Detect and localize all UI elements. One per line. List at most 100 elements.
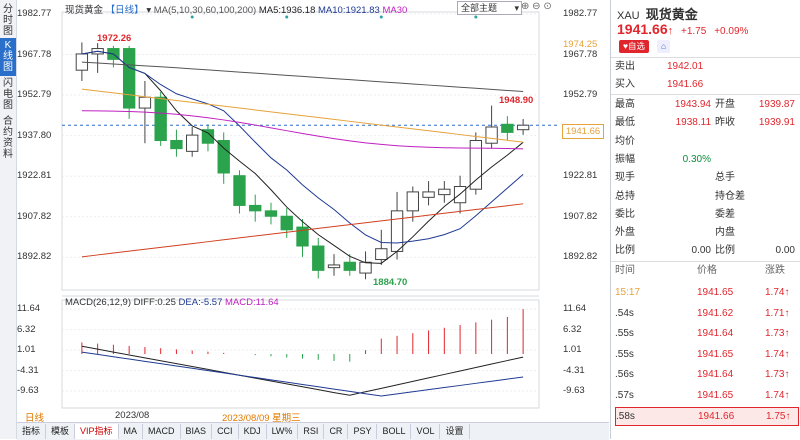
theme-select[interactable]: 全部主题 ▾ [457, 1, 522, 15]
indicator-tab[interactable]: BIAS [181, 424, 213, 439]
stat-row: 比例 0.00 比例 0.00 [615, 242, 797, 259]
tick-price: 1941.62 [697, 307, 734, 319]
tick-row: .55s 1941.65 1.74↑ [615, 346, 797, 363]
macd-axis-left-label: 6.32 [17, 323, 36, 335]
add-watch-button[interactable]: ♥自选 [619, 40, 650, 53]
candle-body [264, 210, 278, 217]
macd-diff-line [81, 345, 524, 396]
stat-row: 均价 [615, 133, 797, 150]
ma30-line [81, 110, 524, 150]
candle-body [501, 123, 514, 133]
price-change: +1.75 [681, 26, 707, 37]
price-axis-right-label: 1952.79 [563, 89, 598, 101]
cursor-date: 2023/08/09 星期三 [222, 413, 301, 424]
candle-body [233, 175, 246, 206]
indicator-tab[interactable]: LW% [267, 424, 299, 439]
alert-button[interactable]: ⌂ [657, 40, 671, 53]
tick-row: 15:17 1941.65 1.74↑ [615, 284, 797, 301]
stat-label: 比例 [715, 245, 735, 257]
tab-timeshare[interactable]: 分时图 [0, 2, 16, 38]
period-label: 【日线】 [105, 5, 144, 16]
indicator-toolbar: 指标 模板 VIP指标 MA MACD BIAS CCI KDJ LW% RSI CR PSY BOLL… [17, 422, 609, 440]
add-watch-label: 自选 [628, 41, 646, 51]
stat-value: 1939.87 [758, 99, 795, 110]
indicator-tab[interactable]: MACD [143, 424, 181, 439]
stat-label: 最高 [615, 99, 635, 110]
bell-icon: ⌂ [661, 41, 667, 51]
recent-high-annotation: 1948.90 [499, 95, 534, 106]
candle-body [296, 226, 309, 247]
ma-params: MA(5,10,30,60,100,200) [153, 5, 257, 16]
last-price: 1941.66↑ +1.75 +0.09% [617, 21, 748, 37]
tab-kline[interactable]: K线图 [0, 38, 16, 76]
price-axis-left-label: 1922.81 [17, 170, 52, 182]
tick-change: 1.74↑ [765, 287, 790, 298]
candle-body [122, 48, 136, 109]
stat-label: 持仓差 [715, 190, 745, 202]
stat-row: 外盘 内盘 [615, 224, 797, 241]
stat-label: 现手 [615, 172, 635, 184]
candle-body [469, 140, 483, 190]
month-label: 2023/08 [115, 410, 150, 421]
tick-time: .55s [615, 348, 634, 360]
tick-change: 1.74↑ [765, 348, 790, 360]
indicator-tab[interactable]: VIP指标 [75, 424, 119, 439]
stat-row: 振幅 0.30% [615, 151, 797, 168]
candle-body [249, 204, 262, 212]
indicator-tab[interactable]: MA [119, 424, 144, 439]
event-dot [285, 15, 289, 19]
low-annotation: 1884.70 [373, 277, 408, 288]
stat-label: 总持 [615, 190, 635, 202]
indicator-tab[interactable]: CCI [212, 424, 239, 439]
indicator-tab[interactable]: 指标 [17, 424, 47, 439]
macd-diff: DIFF:0.25 [133, 297, 176, 308]
tab-flash-label: 闪电图 [3, 78, 13, 111]
tick-change: 1.73↑ [765, 328, 790, 339]
indicator-tab[interactable]: 模板 [46, 424, 76, 439]
stat-row: 委比 委差 [615, 206, 797, 223]
event-dot [190, 15, 194, 19]
chart-toolbar: ⊕ ⊖ ⊙ [521, 1, 561, 14]
tick-change: 1.71↑ [765, 307, 790, 319]
indicator-tab[interactable]: CR [324, 424, 349, 439]
candle-body [390, 210, 404, 252]
period-indicator: 日线 [25, 413, 45, 424]
event-dot [474, 15, 478, 19]
tick-row: .57s 1941.65 1.74↑ [615, 387, 797, 404]
indicator-tab[interactable]: VOL [411, 424, 441, 439]
tick-price: 1941.65 [697, 389, 734, 401]
indicator-tab[interactable]: PSY [348, 424, 378, 439]
indicator-tab[interactable]: BOLL [377, 424, 412, 439]
chart-canvas[interactable] [17, 0, 609, 422]
tick-row: .55s 1941.64 1.73↑ [615, 325, 797, 342]
price-change-pct: +0.09% [714, 26, 749, 37]
zoom-out-icon[interactable]: ⊖ [532, 1, 541, 12]
macd-axis-left-label: 1.01 [17, 344, 36, 356]
indicator-tab[interactable]: 设置 [440, 424, 470, 439]
price-axis-right-label: 1922.81 [563, 170, 598, 182]
kline-chart[interactable]: 现货黄金 【日线】 ▾ MA(5,10,30,60,100,200) MA5:1… [17, 0, 609, 439]
indicator-tab[interactable]: KDJ [239, 424, 267, 439]
candle-body [516, 124, 530, 131]
chevron-down-icon[interactable]: ▾ [146, 5, 152, 16]
tab-flash[interactable]: 闪电图 [0, 76, 16, 114]
candle-body [485, 126, 498, 144]
candle-body [406, 191, 419, 212]
ma5-value: MA5:1936.18 [258, 5, 316, 16]
candle-body [138, 96, 152, 109]
macd-legend: MACD(26,12,9) DIFF:0.25 DEA:-5.57 MACD:1… [65, 297, 279, 308]
event-dot [379, 15, 383, 19]
zoom-in-icon[interactable]: ⊕ [521, 1, 530, 12]
tick-price: 1941.65 [697, 348, 734, 360]
instrument-title: 现货黄金 [645, 7, 698, 22]
price-axis-left-label: 1952.79 [17, 89, 52, 101]
indicator-tab[interactable]: RSI [298, 424, 325, 439]
restore-icon[interactable]: ⊙ [543, 1, 552, 12]
candle-body [186, 134, 199, 152]
ticks-header-change: 涨跌 [765, 265, 785, 276]
price-axis-right-label: 1967.78 [563, 48, 598, 60]
macd-value: MACD:11.64 [225, 297, 279, 308]
stat-label: 委差 [715, 208, 735, 220]
tab-contract-info[interactable]: 合约资料 [0, 114, 16, 162]
price-axis-left-label: 1937.80 [17, 129, 52, 141]
